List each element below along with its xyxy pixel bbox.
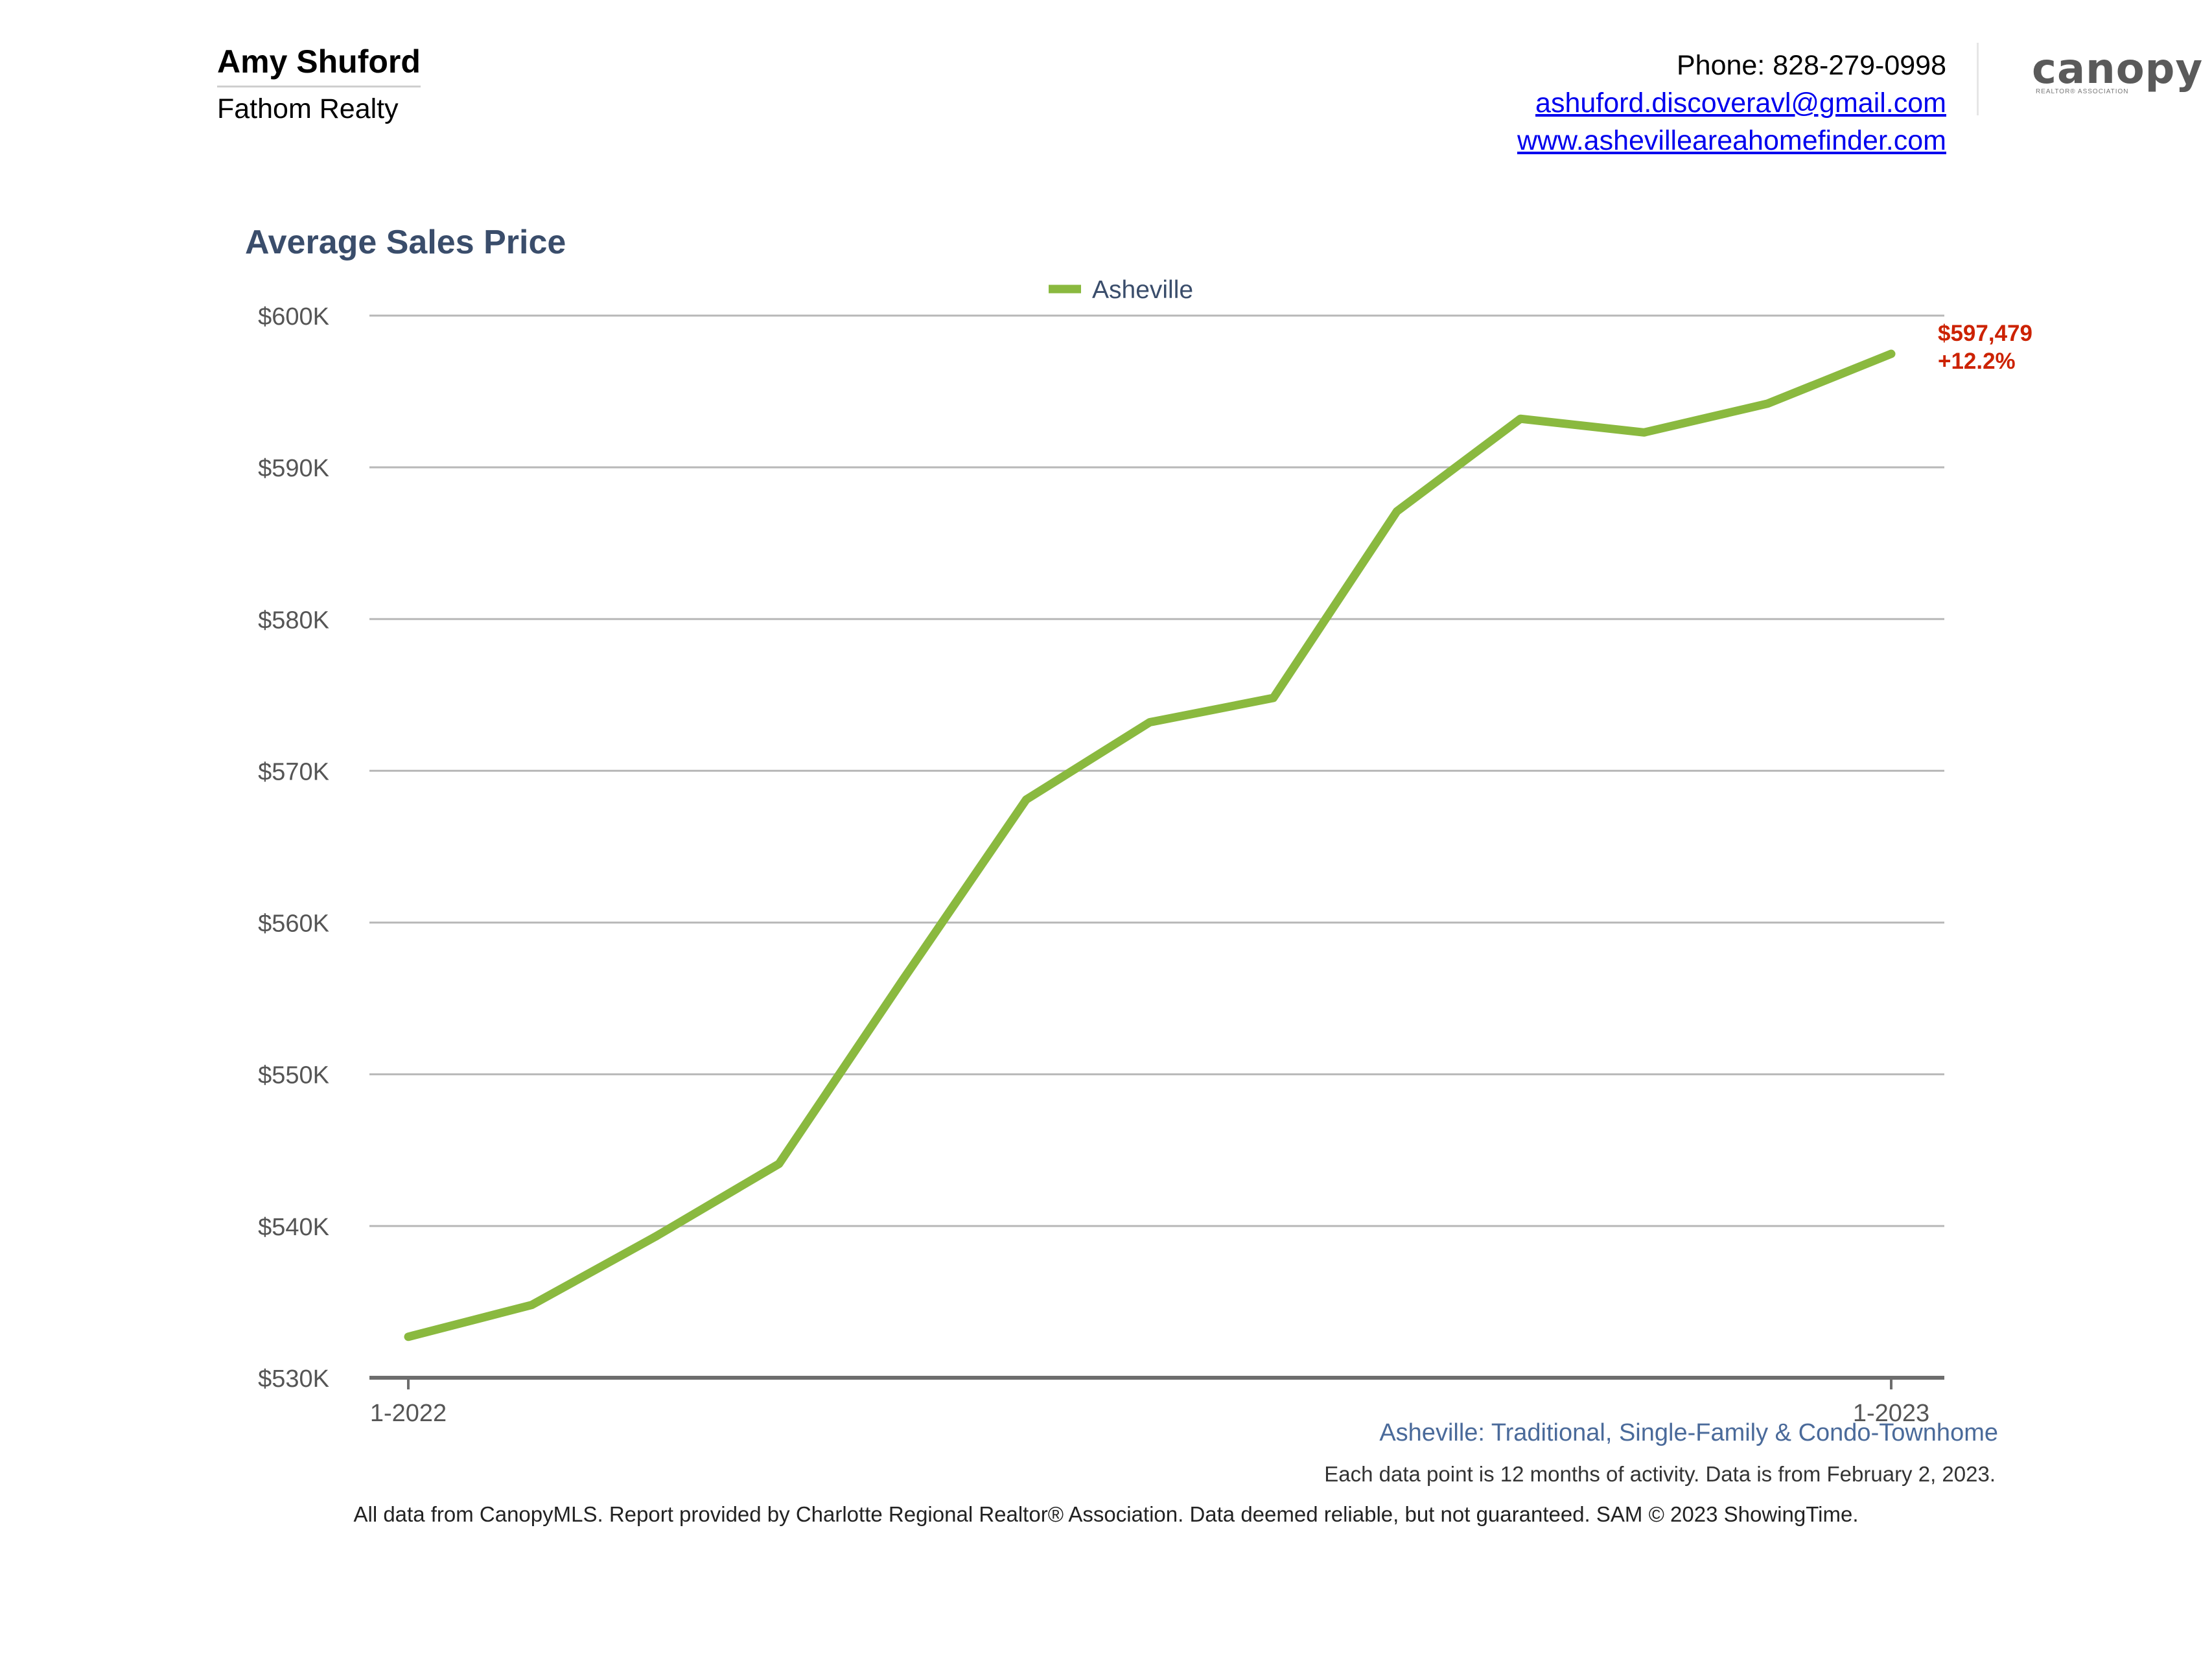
agent-company: Fathom Realty: [217, 93, 399, 124]
y-tick-label: $550K: [258, 1062, 329, 1089]
y-tick-label: $590K: [258, 455, 329, 482]
logo-subtext: REALTOR® ASSOCIATION: [2036, 88, 2129, 95]
y-tick-label: $580K: [258, 607, 329, 634]
y-tick-label: $560K: [258, 911, 329, 938]
agent-name: Amy Shuford: [217, 43, 421, 87]
canopy-logo: canopy REALTOR® ASSOCIATION: [2032, 45, 2202, 104]
logo-wordmark: canopy: [2032, 45, 2204, 93]
data-note: Each data point is 12 months of activity…: [1324, 1462, 1996, 1486]
y-tick-label: $600K: [258, 303, 329, 331]
legend-label: Asheville: [1092, 276, 1193, 304]
chart-title: Average Sales Price: [245, 224, 566, 261]
annotation-change: +12.2%: [1938, 349, 2016, 374]
series-description: Asheville: Traditional, Single-Family & …: [1379, 1419, 1998, 1446]
y-tick-label: $570K: [258, 758, 329, 785]
y-tick-label: $530K: [258, 1365, 329, 1393]
disclaimer: All data from CanopyMLS. Report provided…: [353, 1502, 1859, 1526]
phone-number: Phone: 828-279-0998: [1676, 50, 1946, 81]
x-tick-label: 1-2023: [1853, 1400, 1929, 1427]
header-divider: [1977, 43, 1979, 115]
email-link[interactable]: ashuford.discoveravl@gmail.com: [1535, 87, 1946, 119]
series-line-asheville: [404, 349, 1896, 1341]
annotation-value: $597,479: [1938, 321, 2032, 346]
website-link[interactable]: www.ashevilleareahomefinder.com: [1517, 125, 1946, 156]
y-tick-label: $540K: [258, 1214, 329, 1241]
x-tick-label: 1-2022: [370, 1400, 447, 1427]
contact-block: Phone: 828-279-0998 ashuford.discoveravl…: [1517, 47, 1946, 159]
